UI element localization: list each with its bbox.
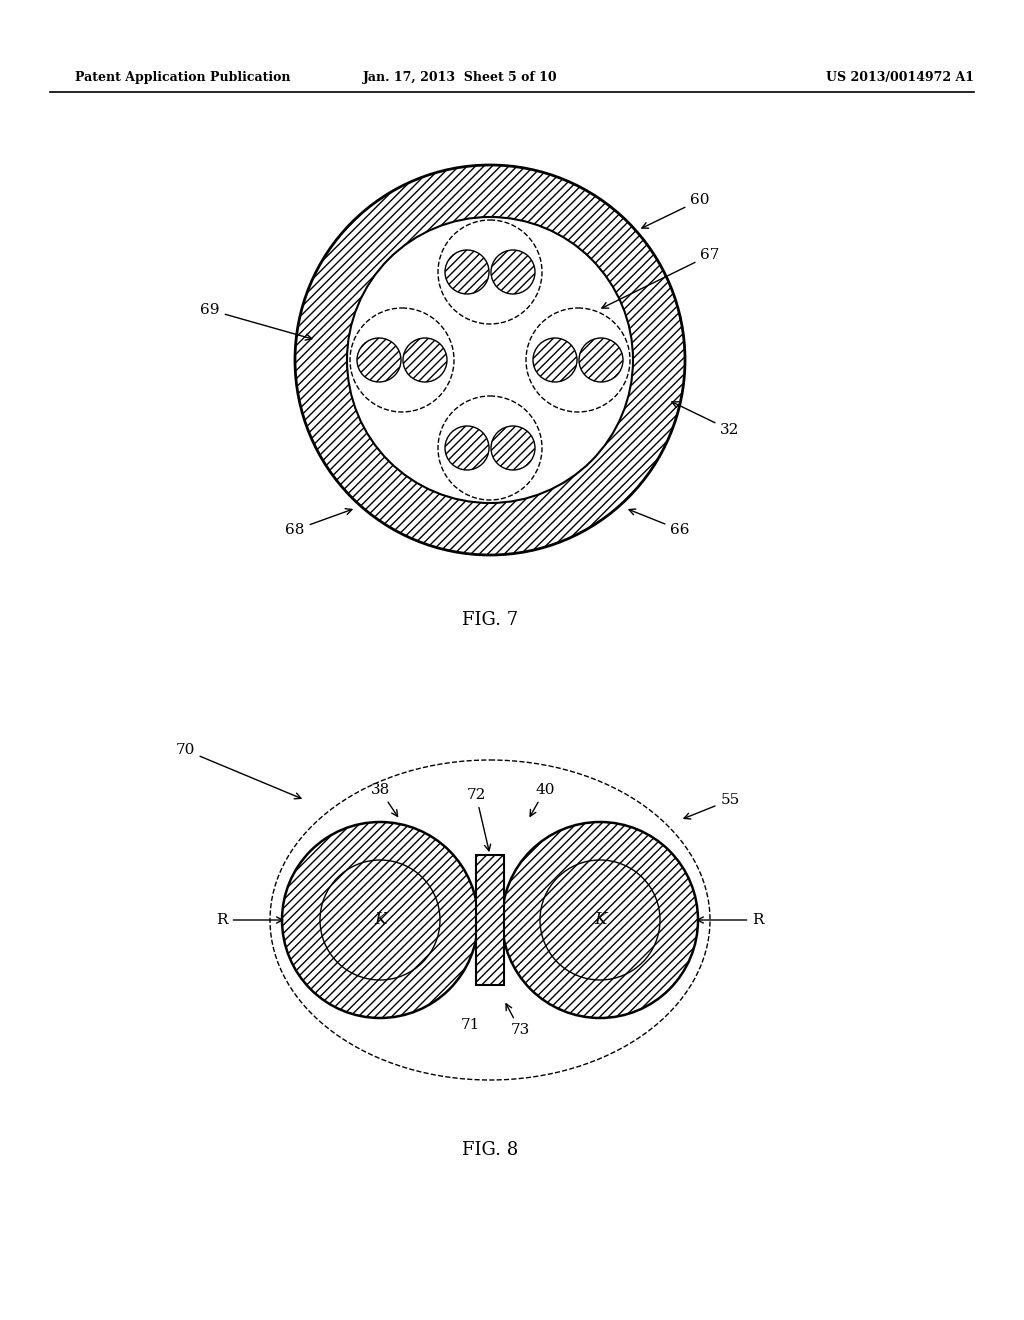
Text: FIG. 7: FIG. 7 xyxy=(462,611,518,630)
Circle shape xyxy=(357,338,401,381)
Text: 38: 38 xyxy=(371,783,397,816)
Text: 68: 68 xyxy=(286,508,352,537)
Text: 73: 73 xyxy=(506,1003,529,1038)
Text: R: R xyxy=(697,913,764,927)
Text: 60: 60 xyxy=(642,193,710,228)
Text: 67: 67 xyxy=(602,248,720,308)
Circle shape xyxy=(403,338,447,381)
Text: 55: 55 xyxy=(684,793,739,818)
Text: K: K xyxy=(594,912,606,928)
Text: 32: 32 xyxy=(672,401,739,437)
Circle shape xyxy=(579,338,623,381)
Text: K: K xyxy=(374,912,386,928)
Circle shape xyxy=(502,822,698,1018)
Circle shape xyxy=(490,249,535,294)
Text: US 2013/0014972 A1: US 2013/0014972 A1 xyxy=(826,71,974,84)
Text: 69: 69 xyxy=(201,304,312,341)
Bar xyxy=(476,855,504,985)
Circle shape xyxy=(490,426,535,470)
Circle shape xyxy=(445,249,489,294)
Text: 70: 70 xyxy=(175,743,301,799)
Circle shape xyxy=(534,338,577,381)
Text: 40: 40 xyxy=(530,783,555,816)
Circle shape xyxy=(347,216,633,503)
Text: Jan. 17, 2013  Sheet 5 of 10: Jan. 17, 2013 Sheet 5 of 10 xyxy=(362,71,557,84)
Circle shape xyxy=(445,426,489,470)
Text: 72: 72 xyxy=(466,788,490,851)
Circle shape xyxy=(295,165,685,554)
Text: 71: 71 xyxy=(461,1018,479,1032)
Text: Patent Application Publication: Patent Application Publication xyxy=(75,71,291,84)
Circle shape xyxy=(319,861,440,979)
Text: 66: 66 xyxy=(629,510,690,537)
Circle shape xyxy=(540,861,660,979)
Text: FIG. 8: FIG. 8 xyxy=(462,1140,518,1159)
Text: R: R xyxy=(216,913,283,927)
Circle shape xyxy=(282,822,478,1018)
